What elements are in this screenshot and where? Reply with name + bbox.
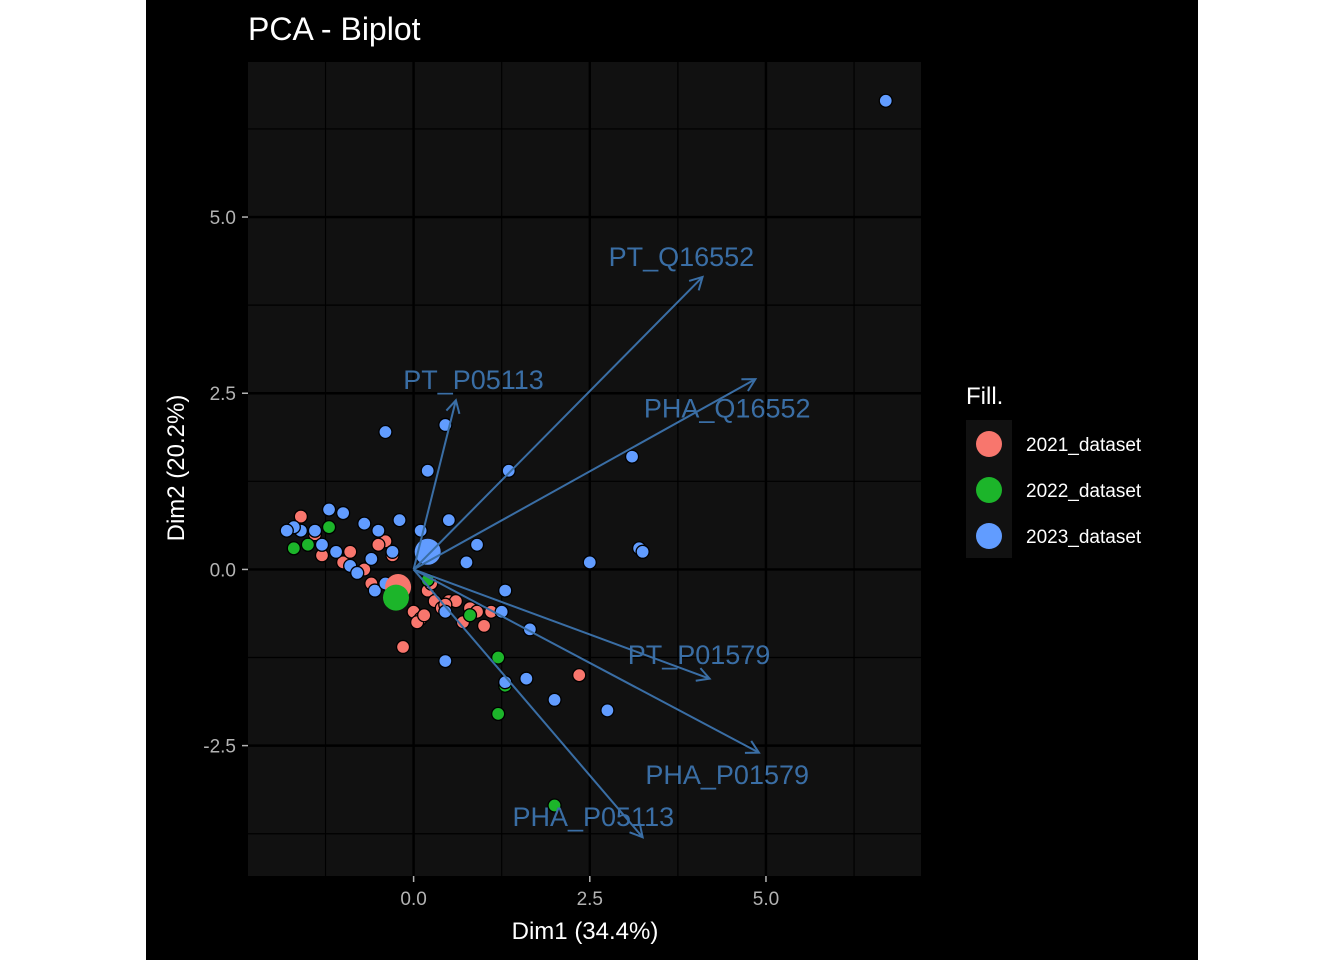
loading-arrowhead: [629, 823, 644, 839]
loading-PT_P05113: PT_P05113: [403, 365, 544, 570]
data-point: [459, 555, 474, 570]
loading-arrow: [412, 400, 457, 570]
x-tick-label: 5.0: [753, 889, 779, 910]
data-point: [293, 509, 309, 524]
data-point: [547, 692, 562, 707]
data-point: [420, 463, 435, 478]
axes: 0.0 2.5 5.0 -2.5 0.0 2.5 5.0: [203, 208, 779, 910]
data-point: [462, 608, 478, 623]
data-point: [335, 505, 351, 521]
data-point: [300, 537, 316, 552]
legend-title: Fill.: [966, 383, 1003, 410]
loading-arrowhead: [695, 667, 712, 682]
data-point: [378, 424, 393, 440]
data-point: [469, 537, 485, 552]
data-point: [417, 608, 432, 623]
legend-key-2022_dataset: [976, 477, 1002, 503]
data-point: [286, 541, 301, 556]
data-point: [350, 565, 365, 581]
data-point: [635, 544, 650, 559]
data-point: [279, 523, 294, 538]
legend-key-2023_dataset: [976, 523, 1002, 549]
y-tick-label: 2.5: [210, 384, 236, 405]
data-point: [367, 583, 382, 598]
data-point: [343, 544, 358, 559]
x-axis-title: Dim1 (34.4%): [512, 918, 659, 945]
loading-label: PT_P05113: [403, 365, 544, 395]
loading-arrow: [412, 568, 644, 838]
loading-PT_P01579: PT_P01579: [413, 568, 771, 682]
y-tick-label: 0.0: [210, 560, 236, 581]
loading-arrowhead: [741, 378, 758, 392]
x-tick-label: 0.0: [400, 889, 426, 910]
loading-arrow: [413, 568, 710, 680]
loading-arrow: [413, 568, 760, 754]
y-tick-label: 5.0: [210, 208, 236, 229]
data-point: [519, 671, 534, 686]
data-point: [600, 703, 615, 718]
loadings: PT_Q16552 PT_P05113 PHA_Q16552 PT_P01579 PHA…: [403, 242, 811, 839]
centroid-2022_dataset: [382, 584, 409, 611]
y-tick-label: -2.5: [203, 737, 236, 758]
data-point: [491, 650, 506, 665]
grid: [248, 62, 921, 876]
chart-frame: PCA - Biplot 0.0 2.5 5.0 -2.5 0.0 2.5 5.0 PT_Q…: [146, 0, 1198, 960]
data-point: [321, 519, 337, 535]
data-point: [438, 653, 453, 669]
plot-panel: [248, 62, 921, 876]
data-point: [328, 544, 344, 559]
loading-label: PHA_P01579: [645, 760, 809, 790]
legend-label: 2021_dataset: [1026, 435, 1142, 456]
data-point: [547, 798, 562, 813]
data-point: [385, 544, 400, 559]
loading-arrow: [413, 378, 756, 571]
series-2021_dataset: [293, 509, 587, 690]
data-point: [476, 618, 492, 633]
data-point: [582, 555, 597, 570]
data-point: [441, 512, 456, 528]
data-point: [395, 639, 411, 655]
data-point: [392, 512, 407, 528]
data-point: [357, 516, 372, 531]
loading-arrow: [412, 276, 704, 571]
series-2023_dataset: [279, 93, 893, 718]
data-point: [624, 449, 640, 464]
loading-arrowhead: [688, 275, 705, 291]
chart-title: PCA - Biplot: [248, 11, 421, 47]
data-point: [321, 502, 337, 517]
loading-label: PHA_P05113: [512, 802, 674, 832]
pca-biplot: PCA - Biplot 0.0 2.5 5.0 -2.5 0.0 2.5 5.0 PT_Q…: [163, 11, 1142, 945]
loading-label: PHA_Q16552: [644, 393, 811, 423]
loading-PHA_P01579: PHA_P01579: [413, 568, 809, 790]
loading-arrowhead: [445, 398, 461, 415]
legend-label: 2023_dataset: [1026, 527, 1142, 548]
data-point: [314, 537, 330, 552]
legend-label: 2022_dataset: [1026, 481, 1142, 502]
data-point: [371, 537, 386, 552]
loading-PHA_Q16552: PHA_Q16552: [413, 378, 811, 571]
data-point: [878, 93, 893, 108]
data-point: [371, 523, 386, 538]
loading-PT_Q16552: PT_Q16552: [412, 242, 755, 571]
data-point: [307, 523, 323, 538]
legend: Fill. 2021_dataset 2022_dataset 2023_datas…: [966, 383, 1142, 558]
legend-key-2021_dataset: [976, 431, 1002, 457]
loading-label: PT_Q16552: [609, 242, 755, 272]
data-point: [572, 667, 587, 683]
loading-PHA_P05113: PHA_P05113: [412, 568, 674, 839]
loading-label: PT_P01579: [628, 640, 771, 670]
loading-arrowhead: [744, 740, 761, 754]
data-point: [491, 706, 506, 722]
data-point: [501, 463, 516, 478]
y-axis-title: Dim2 (20.2%): [163, 395, 190, 542]
x-tick-label: 2.5: [577, 889, 603, 910]
data-point: [364, 551, 379, 567]
data-point: [498, 583, 513, 598]
